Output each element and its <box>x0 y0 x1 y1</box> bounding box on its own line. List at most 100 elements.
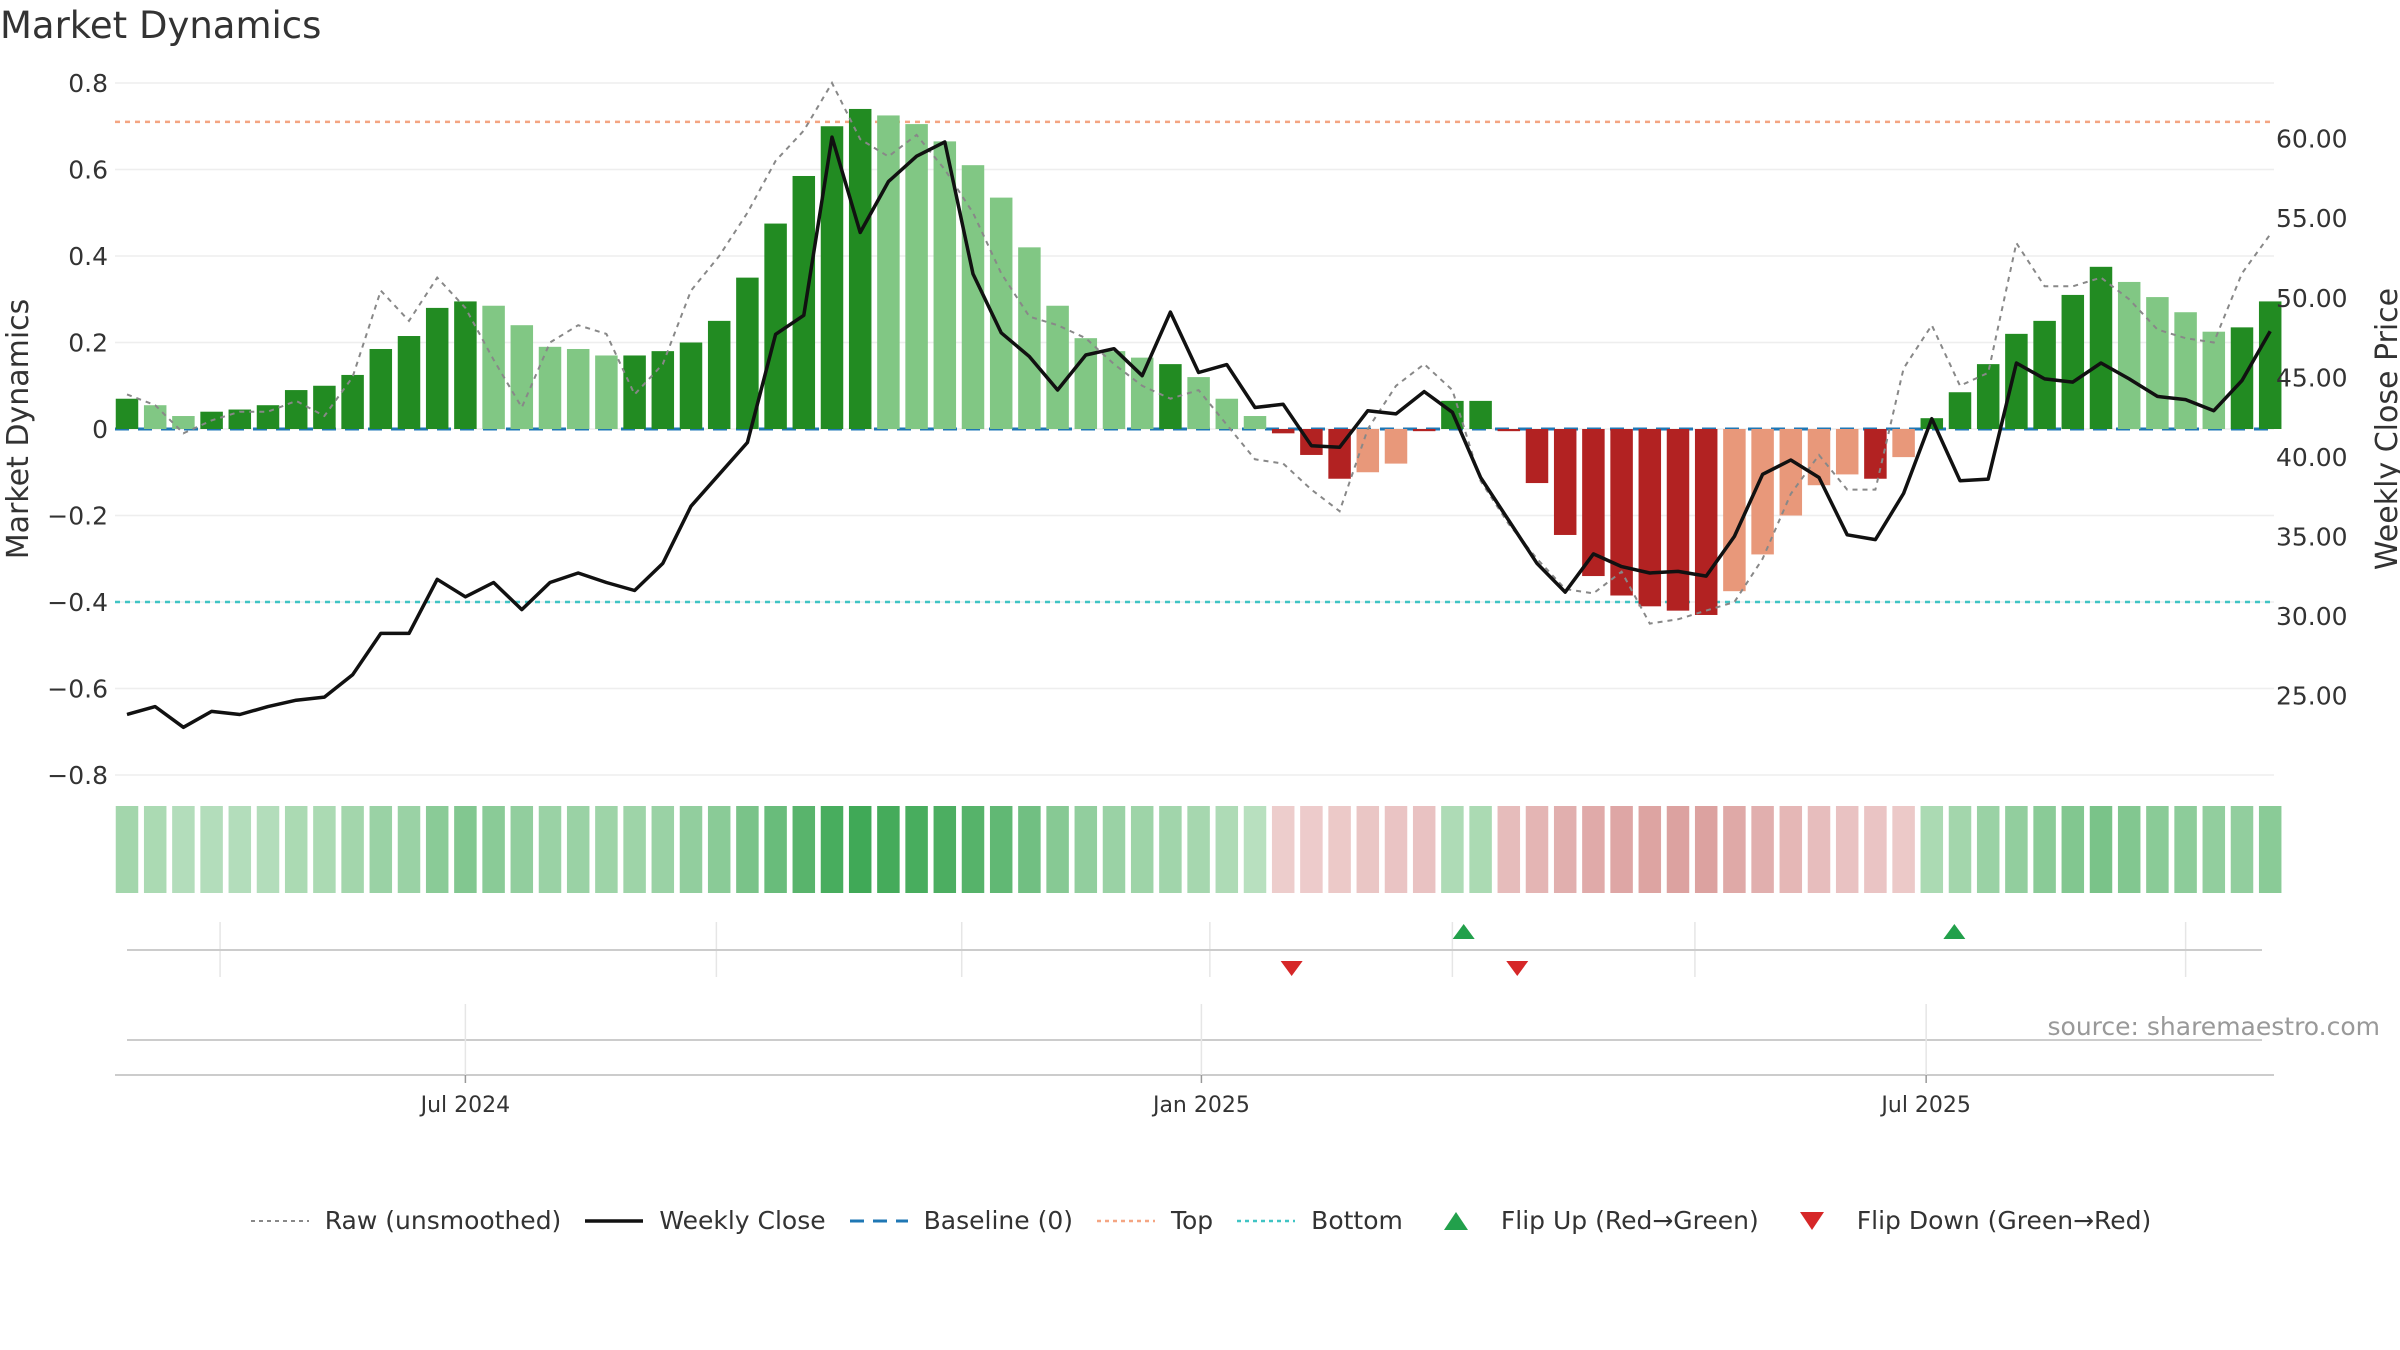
heat-cell <box>1271 806 1295 893</box>
dynamics-bar <box>707 320 731 429</box>
dynamics-bar <box>172 416 195 429</box>
right-tick-label: 25.00 <box>2276 681 2348 710</box>
heat-cell <box>341 806 364 893</box>
heat-cell <box>1582 806 1605 893</box>
left-tick-label: −0.2 <box>47 502 108 531</box>
heat-cell <box>1018 806 1041 893</box>
dynamics-bar <box>2117 281 2141 429</box>
heat-cell <box>1553 806 1577 893</box>
heat-cell <box>1525 806 1549 893</box>
dynamics-bar <box>1751 429 1774 555</box>
heat-cell <box>820 806 844 893</box>
dynamics-bar <box>482 305 505 429</box>
flip-up-marker <box>1943 924 1966 939</box>
legend-item-baseline: Baseline (0) <box>848 1206 1073 1235</box>
dynamics-bar <box>764 223 787 429</box>
dynamics-bar <box>1976 364 2000 429</box>
dynamics-bar <box>1159 364 1182 429</box>
source-label: source: sharemaestro.com <box>2047 1012 2381 1041</box>
heat-cell <box>172 806 195 893</box>
heat-cell <box>877 806 900 893</box>
heat-cell <box>1920 806 1944 893</box>
heat-cell <box>2202 806 2226 893</box>
right-tick-label: 45.00 <box>2276 363 2348 392</box>
dynamics-bar <box>1046 305 1069 429</box>
dynamics-bar <box>1779 429 1803 516</box>
right-tick-label: 40.00 <box>2276 443 2348 472</box>
dashed-line-icon <box>849 1219 908 1222</box>
weekly-close-line <box>126 135 2272 730</box>
heat-cell <box>1469 806 1492 893</box>
legend-item-weekly-close: Weekly Close <box>583 1206 826 1235</box>
heat-cell <box>1779 806 1803 893</box>
dynamics-bar <box>454 301 477 429</box>
dynamics-bar <box>1271 429 1295 434</box>
heat-cell <box>538 806 562 893</box>
left-tick-label: −0.6 <box>47 675 108 704</box>
heat-cell <box>1864 806 1887 893</box>
heat-cell <box>848 806 872 893</box>
dynamics-bar <box>1694 429 1718 615</box>
heat-cell <box>905 806 928 893</box>
dynamics-bar <box>877 115 900 429</box>
dynamics-bar <box>1638 429 1662 607</box>
right-tick-label: 50.00 <box>2276 284 2348 313</box>
legend-label: Flip Up (Red→Green) <box>1500 1206 1759 1235</box>
dynamics-bar <box>1412 429 1436 432</box>
right-tick-label: 55.00 <box>2276 204 2348 233</box>
heat-cell <box>764 806 787 893</box>
dynamics-bar <box>989 197 1013 429</box>
legend-item-bottom: Bottom <box>1235 1206 1403 1235</box>
legend-label: Baseline (0) <box>923 1206 1073 1235</box>
dynamics-bar <box>1864 429 1887 479</box>
dynamics-bar <box>2174 312 2197 429</box>
dynamics-bar <box>1892 429 1915 458</box>
dynamics-bar <box>538 346 562 429</box>
dynamics-bar <box>1525 429 1549 484</box>
heat-cell <box>1948 806 1972 893</box>
dynamics-bar <box>1835 429 1859 475</box>
dynamics-bar <box>397 336 421 429</box>
right-tick-label: 60.00 <box>2276 125 2348 154</box>
heat-cell <box>200 806 223 893</box>
heat-cell <box>454 806 477 893</box>
heat-cell <box>284 806 308 893</box>
heat-cell <box>1892 806 1915 893</box>
dynamics-bar <box>2146 297 2169 429</box>
left-tick-label: 0.6 <box>68 156 108 185</box>
dynamics-bar <box>313 385 336 429</box>
dynamics-bar <box>2258 301 2282 429</box>
heat-cell <box>2230 806 2254 893</box>
flip-down-marker <box>1506 961 1529 976</box>
dynamics-bar <box>848 108 872 429</box>
dynamics-bar <box>933 141 957 429</box>
dynamics-bar <box>369 348 393 429</box>
raw-series-line <box>126 80 2272 625</box>
heat-cell <box>1807 806 1831 893</box>
dynamics-bar <box>1582 429 1605 577</box>
right-tick-label: 35.00 <box>2276 522 2348 551</box>
heat-cell <box>961 806 985 893</box>
heat-cell <box>989 806 1013 893</box>
dynamics-bar <box>1553 429 1577 535</box>
heat-cell <box>143 806 167 893</box>
dynamics-bar <box>961 165 985 430</box>
left-tick-label: −0.8 <box>47 761 108 790</box>
date-tick-label: Jul 2024 <box>419 1093 511 1118</box>
triangle-up-icon <box>1443 1211 1468 1230</box>
heat-cell <box>651 806 675 893</box>
dotted-line-icon <box>250 1219 309 1222</box>
dynamics-bar <box>256 405 280 429</box>
dynamics-bar <box>1384 429 1408 464</box>
heat-cell <box>482 806 505 893</box>
legend-label: Raw (unsmoothed) <box>324 1206 562 1235</box>
heat-cell <box>1638 806 1662 893</box>
heat-cell <box>397 806 421 893</box>
dynamics-bar <box>2202 331 2226 429</box>
heat-cell <box>1723 806 1746 893</box>
legend-label: Bottom <box>1311 1206 1403 1235</box>
dynamics-bar <box>736 277 759 429</box>
heat-cell <box>1187 806 1210 893</box>
heat-cell <box>1074 806 1098 893</box>
date-tick-label: Jul 2025 <box>1879 1093 1971 1118</box>
